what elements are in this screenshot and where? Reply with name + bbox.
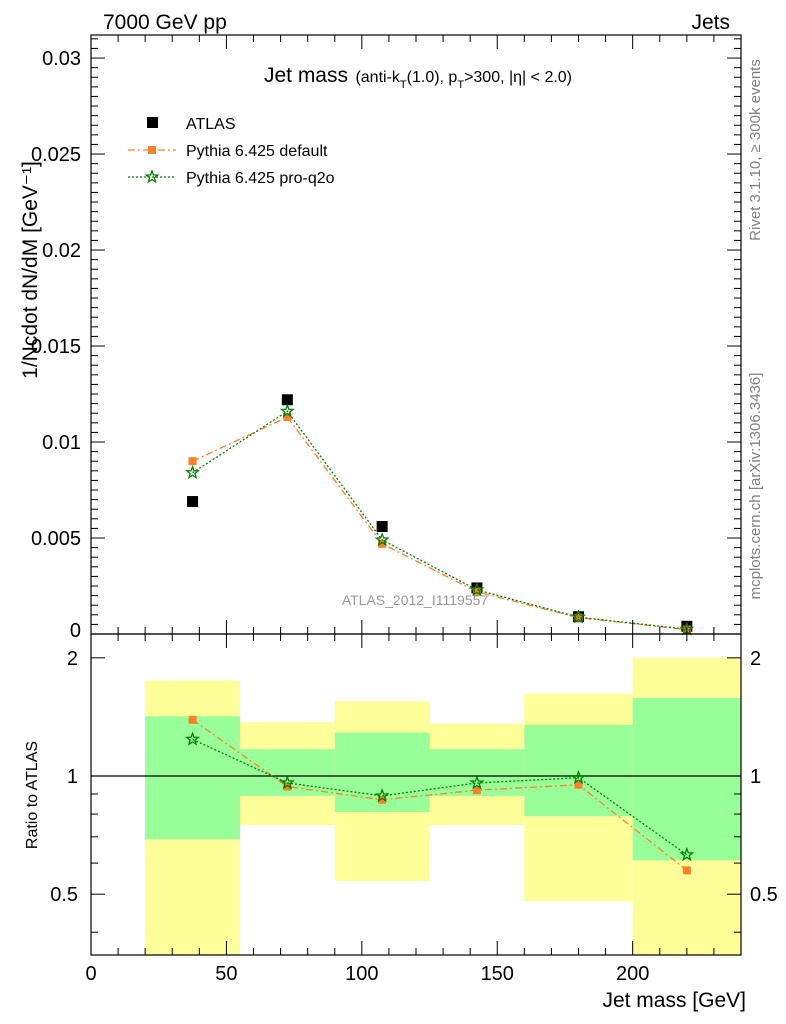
y-tick-label: 0.005: [31, 528, 81, 550]
legend-label-proq2o: Pythia 6.425 pro-q2o: [186, 170, 335, 187]
y-tick-label: 0.025: [31, 144, 81, 166]
x-tick-label: 200: [616, 963, 649, 985]
main-title: Jet mass (anti-kT(1.0), pT>300, |η| < 2.…: [264, 64, 572, 91]
ratio-pythia-default-point: [283, 782, 292, 791]
series-pythia-default-point: [188, 457, 197, 466]
x-tick-label: 100: [345, 963, 378, 985]
legend: ATLAS Pythia 6.425 default Pythia 6.425 …: [128, 116, 335, 187]
ratio-pythia-default-point: [188, 715, 197, 724]
top-ylabel: 1/Ncdot dN/dM [GeV⁻¹]: [19, 161, 42, 379]
series-pythia-default-point: [378, 539, 387, 548]
header-right: Jets: [691, 11, 730, 34]
ratio-pythia-proq2o-point: [279, 775, 295, 790]
ratio-pythia-proq2o-point: [571, 769, 586, 785]
ratio-pythia-default-point: [472, 786, 481, 795]
ratio-y-tick-label-left: 2: [67, 648, 78, 670]
series-pythia-proq2o-point: [571, 609, 586, 624]
ratio-ylabel: Ratio to ATLAS: [24, 741, 41, 849]
legend-marker-proq2o: [144, 169, 160, 184]
ratio-pythia-default-point: [378, 795, 387, 804]
series-pythia-default-point: [283, 413, 292, 422]
rivet-label: Rivet 3.1.10, ≥ 300k events: [747, 59, 764, 241]
series-atlas-point: [281, 394, 293, 406]
ratio-y-tick-label-left: 1: [67, 766, 78, 788]
ratio-pythia-default-line: [192, 719, 688, 871]
legend-label-atlas: ATLAS: [186, 116, 236, 133]
ratio-y-tick-label-right: 0.5: [750, 884, 778, 906]
ratio-y-tick-label-left: 0.5: [50, 884, 78, 906]
analysis-watermark: ATLAS_2012_I1119557: [342, 592, 489, 608]
y-tick-label: 0.015: [31, 336, 81, 358]
series-pythia-proq2o-point: [279, 403, 295, 418]
header-left: 7000 GeV pp: [103, 11, 227, 34]
series-pythia-default-line: [192, 416, 687, 631]
legend-label-default: Pythia 6.425 default: [186, 143, 328, 160]
series-pythia-proq2o-point: [185, 464, 201, 480]
ratio-pythia-proq2o-point: [185, 731, 201, 746]
legend-marker-atlas: [147, 117, 158, 128]
legend-marker-default: [148, 146, 156, 154]
ratio-panel: [91, 657, 741, 955]
uncertainty-band-inner: [145, 716, 240, 840]
y-tick-label: 0.01: [42, 432, 81, 454]
ratio-pythia-proq2o-point: [469, 775, 485, 790]
x-tick-label: 0: [85, 963, 96, 985]
series-pythia-proq2o-point: [469, 581, 485, 597]
ratio-pythia-default-point: [574, 780, 583, 789]
series-pythia-proq2o-point: [374, 532, 390, 547]
uncertainty-band-inner: [632, 698, 741, 861]
y-tick-label: 0.02: [42, 240, 81, 262]
y-tick-label: 0.03: [42, 48, 81, 70]
series-atlas-point: [376, 520, 388, 532]
ratio-pythia-proq2o-point: [679, 846, 695, 862]
x-tick-label: 150: [481, 963, 514, 985]
source-label: mcplots.cern.ch [arXiv:1306.3436]: [747, 373, 764, 600]
panel-frames: 0 50 100 150 200 0.005 0.01 0.015 0.02 0.025 0.03 0…: [31, 34, 778, 985]
x-tick-label: 50: [215, 963, 237, 985]
ratio-pythia-proq2o-point: [374, 788, 390, 803]
y-tick-label-zero: 0: [70, 620, 81, 642]
series-atlas-point: [187, 496, 199, 508]
ratio-y-tick-label-right: 1: [750, 766, 761, 788]
ratio-y-tick-label-right: 2: [750, 648, 761, 670]
ratio-pythia-default-point: [682, 866, 691, 875]
xlabel: Jet mass [GeV]: [602, 989, 746, 1012]
